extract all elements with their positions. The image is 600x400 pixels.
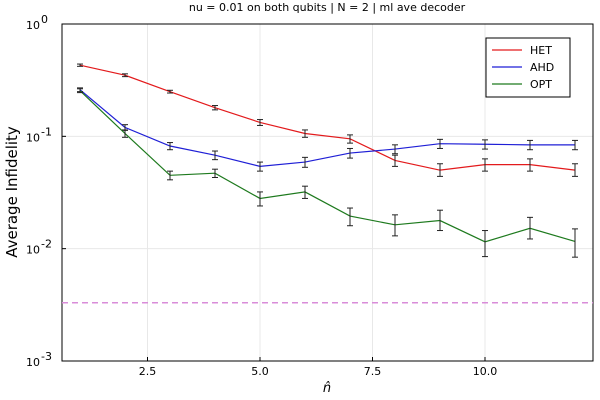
x-ticks: 2.5 5.0 7.5 10.0 [139,357,498,378]
series-line-het [79,64,576,171]
y-tick-label: 10 [26,19,40,32]
y-tick-label: 10 [26,244,40,257]
y-axis-label: Average Infidelity [3,126,21,258]
legend-label-ahd: AHD [530,61,554,74]
y-tick-exponent: 0 [41,13,48,26]
plot-frame [61,23,594,362]
legend-label-het: HET [530,44,552,57]
legend-label-opt: OPT [530,78,552,91]
y-tick-exponent: -2 [41,238,52,251]
y-tick-exponent: -1 [41,125,52,138]
chart-title: nu = 0.01 on both qubits | N = 2 | ml av… [189,1,466,14]
series-lines [77,63,578,258]
x-tick-label: 5.0 [251,365,269,378]
legend: HET AHD OPT [485,37,571,98]
x-tick-label: 2.5 [139,365,157,378]
series-line-ahd [79,89,575,167]
x-tick-label: 7.5 [364,365,382,378]
x-tick-label: 10.0 [473,365,498,378]
y-tick-label: 10 [26,356,40,369]
series-line-opt [79,90,576,243]
x-axis-label: n̂ [323,381,331,396]
y-tick-label: 10 [26,131,40,144]
y-tick-exponent: -3 [41,350,52,363]
